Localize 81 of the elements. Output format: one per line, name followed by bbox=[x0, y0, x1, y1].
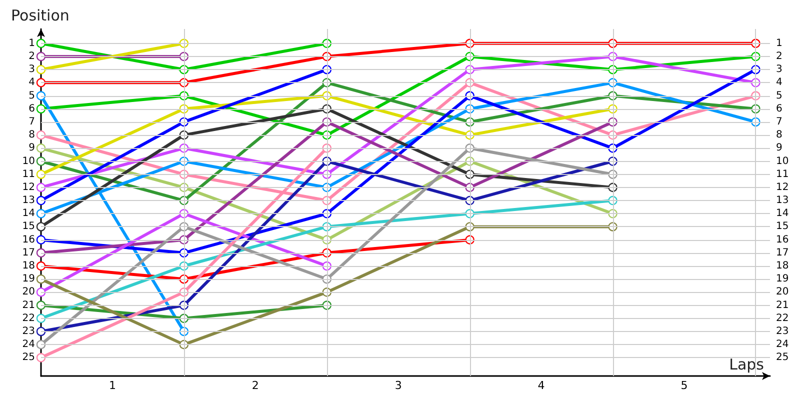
y-tick-label: 8 bbox=[28, 130, 35, 141]
point bbox=[36, 64, 46, 74]
y2-tick-label: 3 bbox=[776, 64, 782, 76]
y-tick-label: 19 bbox=[22, 274, 35, 285]
point bbox=[36, 52, 46, 62]
y2-tick-label: 13 bbox=[776, 195, 789, 206]
y-tick-label: 2 bbox=[28, 51, 35, 62]
y2-tick-label: 18 bbox=[776, 260, 789, 272]
point bbox=[36, 209, 46, 218]
y-tick-label: 4 bbox=[28, 77, 35, 88]
x-tick-label: 2 bbox=[252, 379, 259, 392]
y2-tick-label: 21 bbox=[776, 300, 789, 311]
y-tick-label: 17 bbox=[22, 247, 35, 258]
point bbox=[36, 326, 46, 336]
y-tick-label: 12 bbox=[22, 182, 35, 193]
point bbox=[36, 104, 46, 114]
y2-tick-label: 7 bbox=[776, 116, 782, 128]
point bbox=[36, 261, 46, 271]
point bbox=[36, 353, 46, 362]
x-tick-label: 3 bbox=[394, 379, 402, 392]
point bbox=[36, 130, 46, 140]
y2-tick-label: 17 bbox=[776, 247, 789, 258]
y2-tick-label: 25 bbox=[776, 352, 789, 364]
point bbox=[36, 144, 46, 153]
y-tick-label: 13 bbox=[22, 195, 35, 206]
x-tick-label: 1 bbox=[108, 379, 116, 392]
y-tick-label: 25 bbox=[22, 352, 35, 364]
y-tick-label: 11 bbox=[22, 168, 35, 180]
y-tick-label: 22 bbox=[22, 312, 35, 324]
y-tick-label: 1 bbox=[28, 38, 35, 49]
point bbox=[36, 314, 46, 323]
point bbox=[36, 78, 46, 88]
y2-tick-label: 12 bbox=[776, 182, 789, 193]
y2-tick-label: 24 bbox=[776, 339, 789, 350]
point bbox=[36, 182, 46, 192]
point bbox=[36, 222, 46, 232]
y2-tick-label: 4 bbox=[776, 77, 782, 88]
point bbox=[36, 300, 46, 310]
point bbox=[36, 38, 46, 48]
y2-tick-label: 15 bbox=[776, 221, 789, 232]
y-tick-label: 16 bbox=[22, 234, 35, 246]
y2-tick-label: 16 bbox=[776, 234, 789, 246]
y-tick-label: 20 bbox=[22, 286, 35, 298]
y2-tick-label: 1 bbox=[776, 38, 782, 49]
y2-tick-label: 14 bbox=[776, 208, 789, 220]
y2-tick-label: 10 bbox=[776, 156, 789, 167]
y-tick-label: 18 bbox=[22, 260, 35, 272]
point bbox=[36, 235, 46, 244]
y-tick-label: 24 bbox=[22, 339, 35, 350]
y2-tick-label: 2 bbox=[776, 51, 782, 62]
y2-tick-label: 8 bbox=[776, 130, 782, 141]
y2-tick-label: 5 bbox=[776, 90, 782, 102]
y-tick-label: 7 bbox=[28, 116, 35, 128]
y2-tick-label: 20 bbox=[776, 286, 789, 298]
y2-tick-label: 6 bbox=[776, 103, 782, 114]
x-tick-label: 5 bbox=[680, 379, 688, 392]
point bbox=[36, 274, 46, 284]
y-tick-label: 6 bbox=[28, 103, 35, 114]
y-tick-label: 3 bbox=[28, 64, 35, 76]
y-tick-label: 10 bbox=[22, 156, 35, 167]
point bbox=[36, 91, 46, 100]
y2-tick-label: 11 bbox=[776, 168, 789, 180]
point bbox=[36, 156, 46, 166]
y-tick-label: 5 bbox=[28, 90, 35, 102]
point bbox=[36, 170, 46, 179]
point bbox=[36, 196, 46, 206]
point bbox=[36, 248, 46, 258]
x-axis-title: Laps bbox=[729, 356, 764, 374]
y2-tick-label: 19 bbox=[776, 274, 789, 285]
y2-tick-label: 9 bbox=[776, 142, 782, 154]
y-tick-label: 23 bbox=[22, 326, 35, 337]
y-tick-label: 14 bbox=[22, 208, 35, 220]
point bbox=[36, 340, 46, 350]
y-tick-label: 15 bbox=[22, 221, 35, 232]
y2-tick-label: 22 bbox=[776, 312, 789, 324]
x-tick-label: 4 bbox=[538, 379, 545, 392]
y-axis-title: Position bbox=[11, 6, 70, 24]
y2-tick-label: 23 bbox=[776, 326, 789, 337]
y-tick-label: 21 bbox=[22, 300, 35, 311]
point bbox=[36, 288, 46, 297]
y-tick-label: 9 bbox=[28, 142, 35, 154]
